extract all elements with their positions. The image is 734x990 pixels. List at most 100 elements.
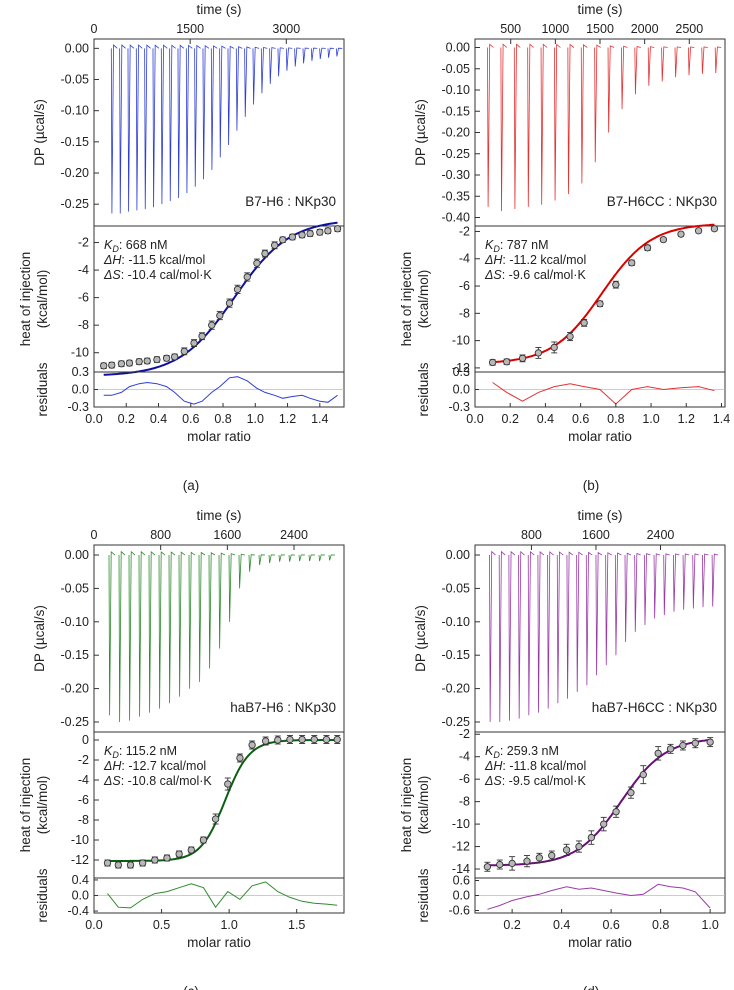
isotherm-point: [190, 339, 198, 347]
heat-tick-label: -2: [459, 224, 470, 238]
isotherm-point: [627, 788, 635, 797]
data-point: [261, 249, 269, 258]
isotherm-point: [288, 233, 297, 241]
isotherm-point: [216, 311, 224, 320]
isotherm-point: [706, 738, 714, 746]
isotherm-point: [566, 332, 574, 341]
time-tick-label: 1500: [586, 22, 614, 36]
isotherm-point: [253, 259, 261, 267]
injection-peak: [513, 43, 521, 210]
residual-tick-label: 0.0: [72, 889, 89, 903]
injection-peak: [244, 46, 251, 117]
data-point: [114, 861, 122, 869]
data-point: [151, 856, 159, 864]
dp-tick-label: -0.35: [442, 189, 471, 203]
injection-peak: [260, 46, 268, 94]
injection-peak: [252, 46, 260, 105]
heat-tick-label: 0: [82, 733, 89, 747]
isotherm-point: [298, 735, 306, 744]
isotherm-point: [138, 859, 147, 867]
time-tick-label: 800: [521, 528, 542, 542]
heat-tick-label: -8: [78, 318, 89, 332]
kd-number: : 115.2 nM: [119, 744, 177, 758]
ratio-tick-label: 0.2: [502, 412, 519, 426]
panel-label: (a): [183, 478, 200, 493]
isotherm-point: [151, 856, 159, 864]
isotherm-point: [162, 354, 171, 362]
kd-subscript: D: [493, 244, 500, 254]
isotherm-point: [286, 735, 294, 744]
dh-value: ΔH: -11.8 kcal/mol: [484, 759, 586, 773]
ds-symbol: ΔS: [484, 774, 502, 788]
data-point: [643, 244, 652, 252]
injection-peak: [682, 553, 690, 610]
isotherm-point: [233, 285, 242, 294]
data-point: [138, 859, 147, 867]
dp-tick-label: -0.15: [442, 104, 471, 118]
isotherm-point: [639, 771, 647, 779]
ratio-tick-label: 0.6: [182, 412, 199, 426]
data-point: [288, 233, 297, 241]
dp-tick-label: -0.10: [442, 83, 471, 97]
isotherm-point: [310, 735, 318, 744]
isotherm-point: [628, 259, 636, 267]
ds-number: : -9.5 cal/mol·K: [502, 774, 587, 788]
ds-symbol: ΔS: [103, 268, 121, 282]
injection-peak: [621, 45, 628, 110]
time-axis-label: time (s): [197, 2, 242, 17]
injection-peak: [327, 47, 334, 58]
data-point: [566, 331, 574, 342]
injection-peak: [335, 47, 343, 57]
dp-tick-label: -0.25: [61, 715, 90, 729]
injection-peak: [607, 45, 615, 133]
data-point: [170, 353, 179, 361]
injection-peak: [319, 47, 326, 60]
isotherm-point: [170, 353, 179, 361]
data-point: [548, 850, 556, 861]
dh-number: : -11.2 kcal/mol: [502, 253, 586, 267]
injection-peak: [188, 551, 196, 689]
time-tick-label: 800: [150, 528, 171, 542]
heat-tick-label: -8: [459, 795, 470, 809]
isotherm-point: [208, 321, 216, 329]
data-point: [211, 813, 220, 825]
isotherm-subplot: 0 -2 -4 -6 -8 -10 -12 heat of injection (kcal/mo…: [18, 731, 345, 879]
data-point: [261, 736, 270, 746]
dh-symbol: ΔH: [484, 253, 503, 267]
isotherm-point: [612, 808, 620, 816]
dp-tick-label: -0.10: [442, 615, 471, 629]
isotherm-point: [261, 737, 270, 745]
data-point: [199, 836, 208, 844]
injection-peak: [595, 551, 603, 676]
thermogram-subplot: 800 1600 2400 time (s) 0.00 -0.05 -0.10 -0.15 -0…: [413, 508, 726, 733]
data-point: [612, 280, 620, 289]
data-point: [518, 354, 527, 363]
dp-tick-label: -0.15: [442, 648, 471, 662]
injection-peak: [672, 553, 680, 612]
ds-symbol: ΔS: [484, 268, 502, 282]
heat-axis-label-units: (kcal/mol): [35, 270, 50, 329]
ds-value: ΔS: -9.6 cal/mol·K: [484, 268, 586, 282]
isotherm-point: [612, 281, 620, 289]
heat-tick-label: -10: [71, 346, 89, 360]
data-point: [143, 357, 151, 365]
injection-peak: [508, 550, 516, 721]
data-point: [198, 332, 206, 341]
time-tick-label: 1600: [582, 528, 610, 542]
dp-tick-label: 0.00: [65, 548, 89, 562]
dp-tick-label: 0.00: [446, 41, 470, 55]
heat-tick-label: -4: [459, 750, 470, 764]
isotherm-subplot: -2 -4 -6 -8 -10 -12 heat of injection (kcal/mol…: [399, 223, 726, 375]
residual-tick-label: 0.3: [453, 365, 470, 379]
residual-tick-label: -0.4: [67, 904, 89, 918]
isotherm-point: [163, 854, 171, 862]
injection-peak: [202, 44, 210, 180]
ratio-axis-label: molar ratio: [568, 935, 632, 950]
ratio-tick-label: 1.2: [279, 412, 296, 426]
ratio-tick-label: 0.0: [85, 918, 102, 932]
injection-peak: [527, 550, 535, 716]
data-point: [706, 737, 714, 748]
